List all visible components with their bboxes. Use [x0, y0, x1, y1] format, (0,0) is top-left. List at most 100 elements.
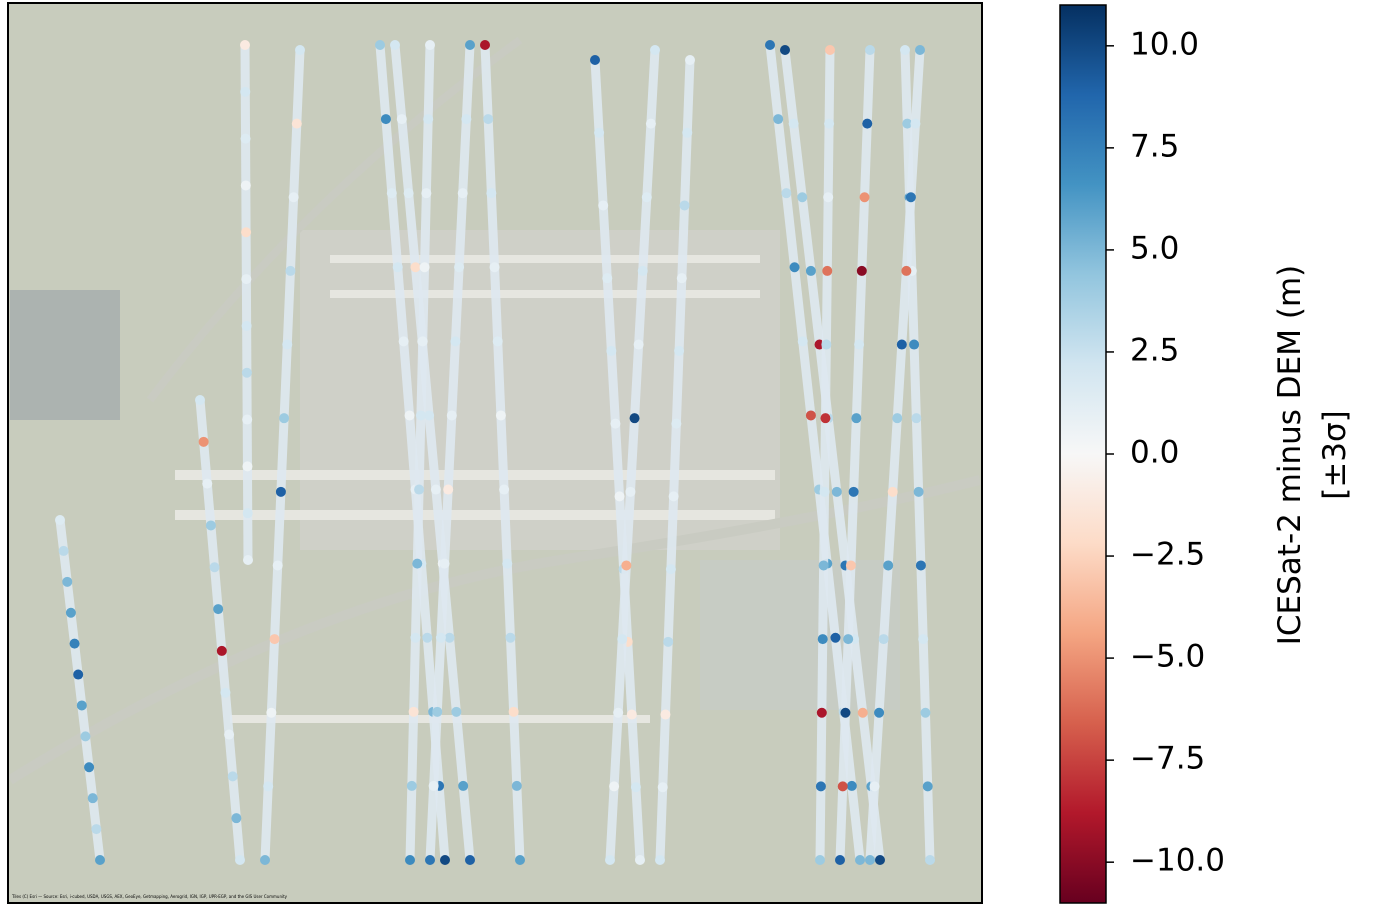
- track-point: [425, 40, 435, 50]
- track-point: [285, 265, 296, 276]
- track-point: [443, 484, 454, 495]
- track-point: [915, 45, 925, 55]
- track-point: [817, 634, 828, 645]
- track-point: [87, 793, 98, 804]
- track-point: [614, 491, 625, 502]
- track-point: [682, 127, 693, 138]
- colorbar-tick-label: −10.0: [1130, 843, 1225, 879]
- map-frame: [7, 2, 983, 904]
- colorbar-tick-label: −7.5: [1130, 741, 1205, 777]
- track-point: [837, 781, 848, 792]
- track-point: [780, 45, 790, 55]
- track-point: [451, 706, 462, 717]
- track-point: [869, 781, 880, 792]
- track-point: [831, 486, 842, 497]
- track-point: [69, 638, 80, 649]
- track-point: [422, 632, 433, 643]
- track-point: [398, 336, 409, 347]
- track-point: [390, 40, 400, 50]
- track-point: [911, 413, 922, 424]
- track-point: [883, 560, 894, 571]
- track-point: [213, 604, 224, 615]
- track-point: [855, 855, 865, 865]
- track-point: [412, 558, 423, 569]
- colorbar-label: ICESat-2 minus DEM (m): [1272, 265, 1308, 646]
- track-line: [835, 45, 875, 865]
- track-point: [663, 636, 674, 647]
- track-point: [458, 780, 469, 791]
- track-point: [279, 413, 290, 424]
- track-point: [789, 262, 800, 273]
- track-point: [823, 192, 834, 203]
- track-point: [633, 339, 644, 350]
- track-point: [815, 781, 826, 792]
- track-point: [266, 707, 277, 718]
- colorbar-label: [±3σ]: [1317, 410, 1353, 500]
- track-point: [901, 265, 912, 276]
- track-point: [224, 729, 235, 740]
- track-point: [282, 339, 293, 350]
- track-line: [590, 55, 645, 865]
- track-point: [625, 486, 636, 497]
- track-point: [857, 707, 868, 718]
- track-point: [626, 709, 637, 720]
- track-point: [73, 669, 84, 680]
- track-point: [465, 855, 475, 865]
- track-point: [216, 645, 227, 656]
- track-point: [272, 560, 283, 571]
- track-line: [865, 45, 925, 865]
- track-point: [920, 707, 931, 718]
- track-point: [240, 40, 250, 50]
- track-point: [454, 262, 465, 273]
- track-point: [465, 40, 475, 50]
- track-line: [55, 515, 105, 865]
- track-point: [440, 855, 450, 865]
- track-point: [773, 114, 784, 125]
- colorbar-axis: −10.0 −7.5 −5.0 −2.5 0.0 2.5 5.0 7.5 10.0: [1106, 26, 1225, 879]
- track-point: [602, 273, 613, 284]
- track-point: [76, 700, 87, 711]
- track-point: [495, 410, 506, 421]
- track-point: [820, 413, 831, 424]
- track-point: [269, 634, 280, 645]
- track-point: [410, 262, 421, 273]
- track-point: [375, 40, 385, 50]
- track-point: [461, 114, 472, 125]
- track-point: [91, 824, 102, 835]
- track-point: [380, 114, 391, 125]
- track-point: [896, 339, 907, 350]
- track-point: [805, 265, 816, 276]
- track-point: [788, 118, 799, 129]
- track-point: [840, 707, 851, 718]
- track-point: [629, 413, 640, 424]
- track-point: [242, 414, 253, 425]
- track-point: [851, 413, 862, 424]
- track-point: [910, 118, 921, 129]
- attribution: Tiles (C) Esri — Source: Esri, i-cubed, …: [11, 894, 288, 899]
- track-point: [613, 707, 624, 718]
- track-point: [668, 491, 679, 502]
- track-point: [241, 227, 252, 238]
- track-point: [887, 486, 898, 497]
- track-point: [594, 127, 605, 138]
- track-point: [835, 855, 845, 865]
- track-point: [446, 410, 457, 421]
- track-point: [660, 709, 671, 720]
- track-line: [655, 55, 695, 865]
- map-background: [7, 3, 982, 903]
- track-point: [845, 560, 856, 571]
- track-point: [432, 706, 443, 717]
- track-point: [674, 345, 685, 356]
- track-point: [405, 855, 415, 865]
- track-point: [818, 560, 829, 571]
- track-line: [390, 40, 475, 865]
- track-point: [499, 484, 510, 495]
- track-point: [410, 632, 421, 643]
- track-point: [439, 558, 450, 569]
- track-point: [909, 339, 920, 350]
- tracks: [55, 40, 935, 865]
- track-point: [403, 188, 414, 199]
- track-line: [780, 45, 885, 865]
- track-point: [913, 486, 924, 497]
